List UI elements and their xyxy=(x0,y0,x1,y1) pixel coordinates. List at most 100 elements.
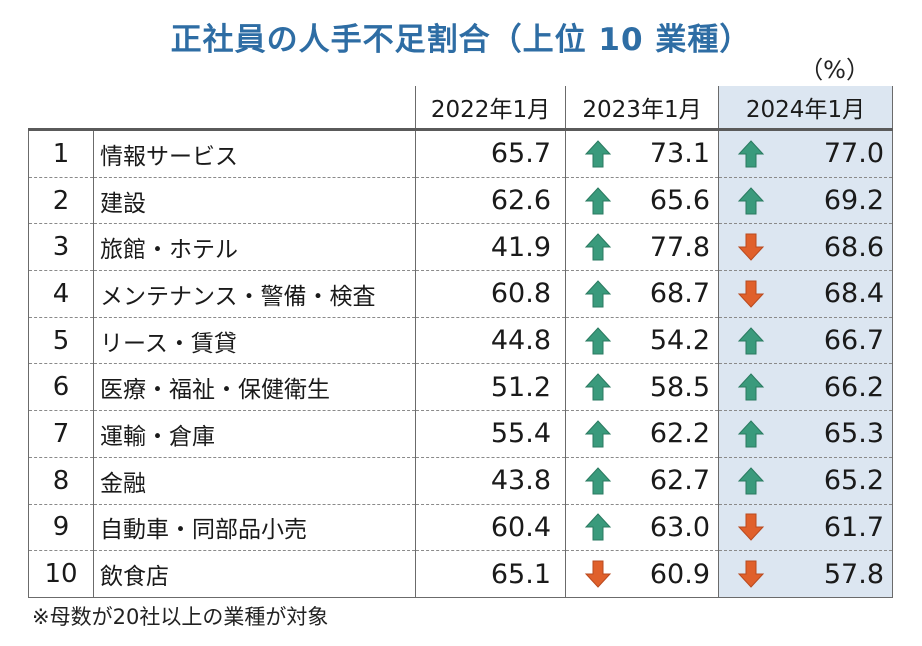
arrow-up-icon xyxy=(737,466,765,495)
value-2023-content: 54.2 xyxy=(566,325,718,356)
value-2024-cell: 68.6 xyxy=(718,223,893,272)
value-2024: 68.4 xyxy=(823,278,884,310)
arrow-up-icon xyxy=(584,466,612,495)
value-2023-content: 77.8 xyxy=(566,232,718,263)
header-blank-rank xyxy=(28,86,94,131)
value-2022: 55.4 xyxy=(415,410,566,458)
chart-title: 正社員の人手不足割合（上位 10 業種） xyxy=(170,22,752,58)
column-header-2022: 2022年1月 xyxy=(415,86,566,131)
value-2022: 60.4 xyxy=(415,504,566,552)
value-2024-cell: 57.8 xyxy=(718,550,893,598)
value-2023-cell: 73.1 xyxy=(565,129,719,178)
value-2023-cell: 62.7 xyxy=(565,457,719,505)
arrow-down-icon xyxy=(737,233,765,261)
arrow-up-icon xyxy=(584,420,612,448)
value-2023-cell: 65.6 xyxy=(565,177,719,225)
arrow-up-icon xyxy=(584,513,612,541)
arrow-up-icon xyxy=(737,420,765,448)
arrow-up-icon xyxy=(584,186,612,215)
industry-cell: 旅館・ホテル xyxy=(93,223,416,272)
arrow-up-icon xyxy=(584,373,612,401)
value-2023-cell: 54.2 xyxy=(565,317,719,365)
rank-cell: 3 xyxy=(28,223,94,272)
rank-cell: 1 xyxy=(28,129,94,178)
arrow-down-icon xyxy=(584,560,612,588)
value-2024-cell: 65.3 xyxy=(718,410,893,458)
rank-cell: 6 xyxy=(28,363,94,412)
value-2024-cell: 77.0 xyxy=(718,129,893,178)
value-2023-content: 60.9 xyxy=(566,559,718,590)
value-2023: 62.2 xyxy=(649,418,710,450)
value-2022: 60.8 xyxy=(415,270,566,318)
industry-cell: 運輸・倉庫 xyxy=(93,410,416,458)
unit-label: （%） xyxy=(799,56,870,84)
value-2023-content: 58.5 xyxy=(566,372,718,403)
value-2022: 43.8 xyxy=(415,457,566,505)
value-2022: 62.6 xyxy=(415,177,566,225)
value-2024-cell: 61.7 xyxy=(718,504,893,552)
table-row: 3 旅館・ホテル 41.9 77.8 68.6 xyxy=(28,223,893,272)
footnote: ※母数が20社以上の業種が対象 xyxy=(32,605,329,629)
value-2024-content: 77.0 xyxy=(719,138,892,169)
value-2023: 68.7 xyxy=(649,278,710,310)
value-2023: 60.9 xyxy=(649,558,710,590)
value-2023: 58.5 xyxy=(649,371,710,403)
table-row: 7 運輸・倉庫 55.4 62.2 65.3 xyxy=(28,410,893,458)
table-body: 1 情報サービス 65.7 73.1 77.0 2 建設 62.6 65.6 69.2 3 旅館・ホテ… xyxy=(28,129,893,598)
industry-cell: 建設 xyxy=(93,177,416,225)
value-2023-content: 62.7 xyxy=(566,465,718,496)
value-2022: 44.8 xyxy=(415,317,566,365)
table-row: 9 自動車・同部品小売 60.4 63.0 61.7 xyxy=(28,504,893,552)
industry-cell: 医療・福祉・保健衛生 xyxy=(93,363,416,412)
rank-cell: 2 xyxy=(28,177,94,225)
arrow-up-icon xyxy=(584,140,612,168)
header-row: 2022年1月 2023年1月 2024年1月 xyxy=(28,86,893,131)
industry-cell: リース・賃貸 xyxy=(93,317,416,365)
rank-cell: 9 xyxy=(28,504,94,552)
value-2023-content: 73.1 xyxy=(566,138,718,169)
table-row: 10 飲食店 65.1 60.9 57.8 xyxy=(28,550,893,598)
value-2024: 77.0 xyxy=(823,138,884,170)
industry-cell: 飲食店 xyxy=(93,550,416,598)
value-2024: 66.2 xyxy=(823,371,884,403)
table-row: 5 リース・賃貸 44.8 54.2 66.7 xyxy=(28,317,893,365)
value-2024-content: 65.3 xyxy=(719,418,892,449)
value-2023: 62.7 xyxy=(649,465,710,497)
arrow-up-icon xyxy=(737,326,765,355)
value-2024-content: 66.7 xyxy=(719,325,892,356)
value-2023-cell: 77.8 xyxy=(565,223,719,272)
value-2024-content: 69.2 xyxy=(719,185,892,216)
value-2024: 66.7 xyxy=(823,325,884,357)
industry-cell: 自動車・同部品小売 xyxy=(93,504,416,552)
value-2024-content: 61.7 xyxy=(719,512,892,543)
arrow-up-icon xyxy=(584,326,612,355)
value-2023: 65.6 xyxy=(649,185,710,217)
industry-cell: 情報サービス xyxy=(93,129,416,178)
arrow-up-icon xyxy=(737,140,765,168)
value-2024-cell: 69.2 xyxy=(718,177,893,225)
value-2022: 65.7 xyxy=(415,129,566,178)
value-2024: 57.8 xyxy=(823,558,884,590)
value-2024-content: 68.4 xyxy=(719,278,892,309)
value-2024: 61.7 xyxy=(823,511,884,543)
value-2023-cell: 62.2 xyxy=(565,410,719,458)
value-2023-cell: 68.7 xyxy=(565,270,719,318)
value-2023: 63.0 xyxy=(649,511,710,543)
rank-cell: 8 xyxy=(28,457,94,505)
value-2024-cell: 66.2 xyxy=(718,363,893,412)
value-2024-content: 57.8 xyxy=(719,559,892,590)
arrow-down-icon xyxy=(737,280,765,308)
table-row: 8 金融 43.8 62.7 65.2 xyxy=(28,457,893,505)
table-row: 2 建設 62.6 65.6 69.2 xyxy=(28,177,893,225)
arrow-up-icon xyxy=(737,186,765,215)
rank-cell: 10 xyxy=(28,550,94,598)
industry-cell: メンテナンス・警備・検査 xyxy=(93,270,416,318)
value-2023-cell: 63.0 xyxy=(565,504,719,552)
arrow-up-icon xyxy=(584,280,612,308)
value-2023: 77.8 xyxy=(649,231,710,263)
column-header-2024: 2024年1月 xyxy=(718,86,893,131)
value-2023-cell: 58.5 xyxy=(565,363,719,412)
table-row: 6 医療・福祉・保健衛生 51.2 58.5 66.2 xyxy=(28,363,893,412)
table-row: 4 メンテナンス・警備・検査 60.8 68.7 68.4 xyxy=(28,270,893,318)
value-2024-content: 66.2 xyxy=(719,372,892,403)
